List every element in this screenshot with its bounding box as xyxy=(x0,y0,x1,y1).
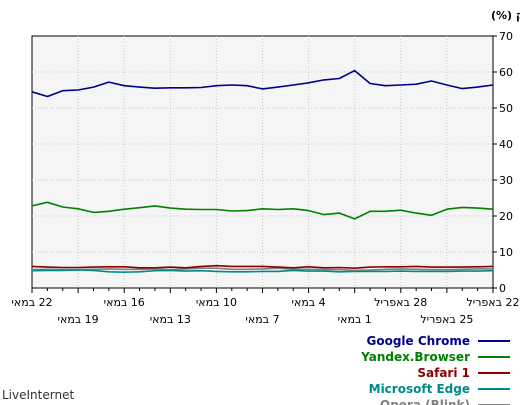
series-line-yandex-browser xyxy=(31,201,494,220)
y-tick-label: 50 xyxy=(499,102,513,115)
y-tick-label: 10 xyxy=(499,246,513,259)
legend-label: Google Chrome xyxy=(366,334,470,348)
x-tick-label: 22 במאי xyxy=(11,296,52,309)
series-line-google-chrome xyxy=(31,69,494,98)
y-tick-label: 60 xyxy=(499,66,513,79)
series-line-opera-blink xyxy=(31,267,493,272)
x-tick-label: 28 באפריל xyxy=(374,296,427,309)
x-tick-label: 16 במאי xyxy=(104,296,145,309)
legend-label: Yandex.Browser xyxy=(360,350,470,364)
y-tick-label: 30 xyxy=(499,174,513,187)
legend-label: Microsoft Edge xyxy=(369,382,470,396)
x-tick-label: 10 במאי xyxy=(196,296,237,309)
series-line-microsoft-edge xyxy=(31,269,494,274)
series-lines xyxy=(31,69,494,274)
x-tick-label: 25 באפריל xyxy=(420,313,473,326)
legend-label: Safari 1 xyxy=(417,366,470,380)
y-tick-label: 20 xyxy=(499,210,513,223)
y-tick-label: 40 xyxy=(499,138,513,151)
y-tick-label: 70 xyxy=(499,30,513,43)
x-tick-label: 7 במאי xyxy=(245,313,279,326)
x-tick-label: 19 במאי xyxy=(58,313,99,326)
x-tick-label: 22 באפריל xyxy=(467,296,520,309)
grid xyxy=(32,36,493,288)
x-tick-label: 13 במאי xyxy=(150,313,191,326)
y-tick-label: 0 xyxy=(499,282,506,295)
y-axis-title: חלק (%) xyxy=(491,9,520,22)
brand-label: LiveInternet xyxy=(2,388,74,402)
legend: Google Chrome Yandex.Browser Safari 1 Micro… xyxy=(360,334,510,405)
series-line-safari-1 xyxy=(31,264,494,270)
x-tick-label: 4 במאי xyxy=(292,296,326,309)
x-tick-label: 1 במאי xyxy=(338,313,372,326)
legend-label: Opera (Blink) xyxy=(380,398,470,405)
y-axis: 0 10 20 30 40 50 60 70 xyxy=(493,30,513,295)
x-axis: 22 במאי 16 במאי 10 במאי 4 במאי 28 באפריל 22 ב… xyxy=(11,288,520,326)
